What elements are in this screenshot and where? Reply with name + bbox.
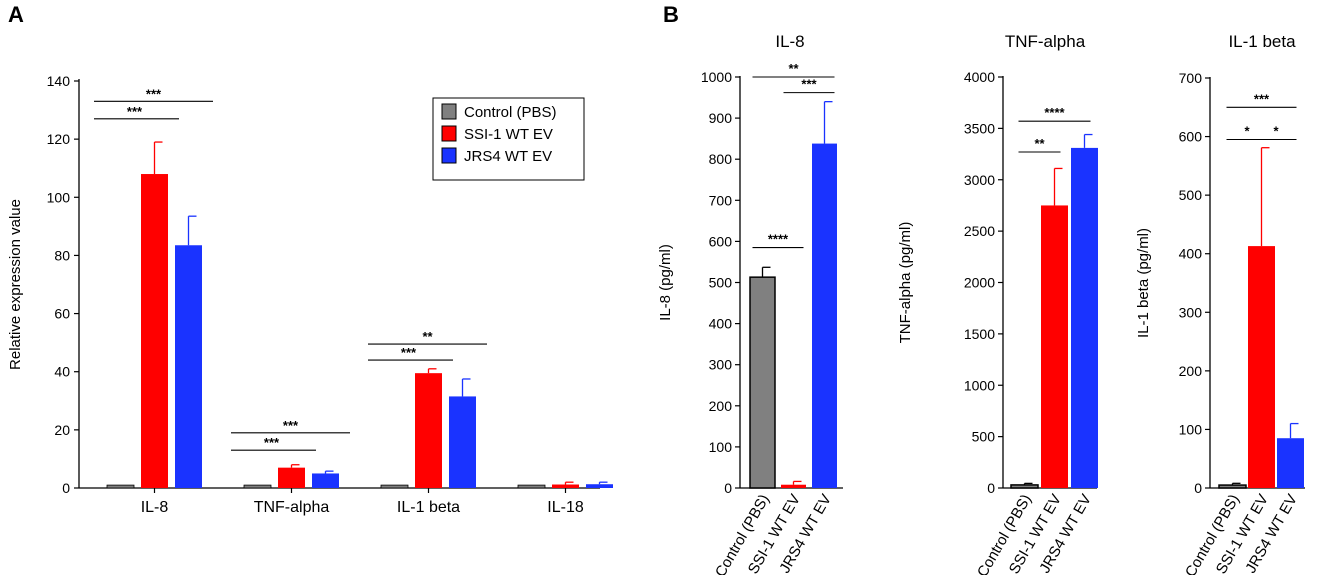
y-tick-label: 40 [54, 364, 70, 380]
panel-letter-a: A [8, 2, 24, 27]
y-tick-label: 1000 [964, 377, 995, 393]
x-category-label: IL-8 [141, 499, 169, 516]
bar [1071, 147, 1098, 488]
panel-letter-b: B [663, 2, 679, 27]
y-tick-label: 1500 [964, 326, 995, 342]
y-tick-label: 0 [987, 480, 995, 496]
legend-swatch [441, 147, 457, 164]
significance-label: * [1244, 124, 1250, 139]
chart-panel-b-il1-beta: IL-1 beta 0 100 200 300 400 500 600 700 IL-1 beta… [1135, 32, 1305, 575]
y-tick-label: 200 [709, 398, 733, 414]
x-category-label: IL-1 beta [397, 499, 460, 516]
bar [812, 143, 837, 488]
bar [586, 484, 613, 488]
y-tick-label: 400 [709, 316, 733, 332]
bar [1010, 484, 1039, 489]
bar [517, 484, 546, 489]
y-tick-label: 700 [709, 192, 733, 208]
y-tick-label: 700 [1179, 70, 1203, 86]
x-category-label: IL-18 [547, 499, 584, 516]
y-tick-label: 100 [709, 439, 733, 455]
y-tick-label: 300 [709, 357, 733, 373]
y-tick-label: 20 [54, 422, 70, 438]
y-tick-label: 80 [54, 247, 70, 263]
legend-swatch [441, 125, 457, 142]
significance-label: *** [401, 345, 417, 360]
legend-swatch [441, 103, 457, 120]
significance-label: *** [127, 104, 143, 119]
y-tick-label: 3000 [964, 172, 995, 188]
bar [278, 467, 305, 488]
y-tick-label: 0 [724, 480, 732, 496]
significance-label: **** [768, 232, 789, 247]
y-tick-label: 500 [1179, 187, 1203, 203]
significance-label: * [1273, 124, 1279, 139]
legend-label: SSI-1 WT EV [464, 126, 553, 143]
legend-label: Control (PBS) [464, 104, 557, 121]
y-axis-title: Relative expression value [7, 199, 24, 370]
bar [749, 276, 776, 489]
chart-panel-a: 0 20 40 60 80 100 120 140 Relative expression va… [7, 73, 613, 516]
y-tick-label: 0 [1194, 480, 1202, 496]
y-tick-label: 800 [709, 151, 733, 167]
significance-label: ** [788, 61, 799, 76]
bar [415, 373, 442, 488]
significance-label: **** [1044, 105, 1065, 120]
bar [106, 484, 135, 489]
significance-label: *** [146, 86, 162, 101]
y-tick-label: 100 [47, 189, 71, 205]
bar [380, 484, 409, 489]
y-tick-label: 60 [54, 306, 70, 322]
y-tick-label: 140 [47, 73, 71, 89]
bar [312, 473, 339, 488]
y-tick-label: 120 [47, 131, 71, 147]
y-tick-label: 1000 [701, 69, 732, 85]
significance-label: ** [422, 329, 433, 344]
significance-label: *** [283, 418, 299, 433]
y-tick-label: 400 [1179, 246, 1203, 262]
y-tick-label: 3500 [964, 120, 995, 136]
y-tick-label: 2000 [964, 275, 995, 291]
y-tick-label: 600 [1179, 129, 1203, 145]
bar [1041, 205, 1068, 488]
y-tick-label: 100 [1179, 421, 1203, 437]
bar [141, 174, 168, 488]
bar [1218, 484, 1247, 489]
legend-box [432, 97, 585, 181]
y-axis-title: IL-8 (pg/ml) [657, 244, 674, 321]
y-tick-label: 2500 [964, 223, 995, 239]
bar [175, 245, 202, 488]
y-tick-label: 500 [972, 429, 996, 445]
y-tick-label: 200 [1179, 363, 1203, 379]
y-tick-label: 900 [709, 110, 733, 126]
x-category-label: TNF-alpha [254, 499, 330, 516]
bar [1248, 246, 1275, 488]
chart-panel-b-tnf-alpha: TNF-alpha 0 500 1000 1500 2000 2500 3000 3500 400… [897, 32, 1098, 575]
y-tick-label: 300 [1179, 304, 1203, 320]
significance-label: ** [1034, 136, 1045, 151]
significance-label: *** [264, 435, 280, 450]
bar [1277, 438, 1304, 488]
chart-title: TNF-alpha [1005, 32, 1086, 51]
chart-title: IL-1 beta [1228, 32, 1296, 51]
bar [781, 484, 806, 488]
bar [449, 396, 476, 488]
y-tick-label: 600 [709, 233, 733, 249]
significance-label: *** [801, 77, 817, 92]
y-tick-label: 500 [709, 275, 733, 291]
y-axis-title: IL-1 beta (pg/ml) [1135, 228, 1152, 338]
y-axis-title: TNF-alpha (pg/ml) [897, 222, 914, 344]
y-tick-label: 0 [62, 480, 70, 496]
chart-title: IL-8 [775, 32, 804, 51]
chart-panel-b-il8: IL-8 0 100 200 300 400 500 600 700 800 900 1000 IL-8… [657, 32, 843, 575]
legend-label: JRS4 WT EV [464, 148, 552, 165]
y-tick-label: 4000 [964, 69, 995, 85]
significance-label: *** [1254, 91, 1270, 106]
bar [552, 484, 579, 488]
bar [243, 484, 272, 489]
